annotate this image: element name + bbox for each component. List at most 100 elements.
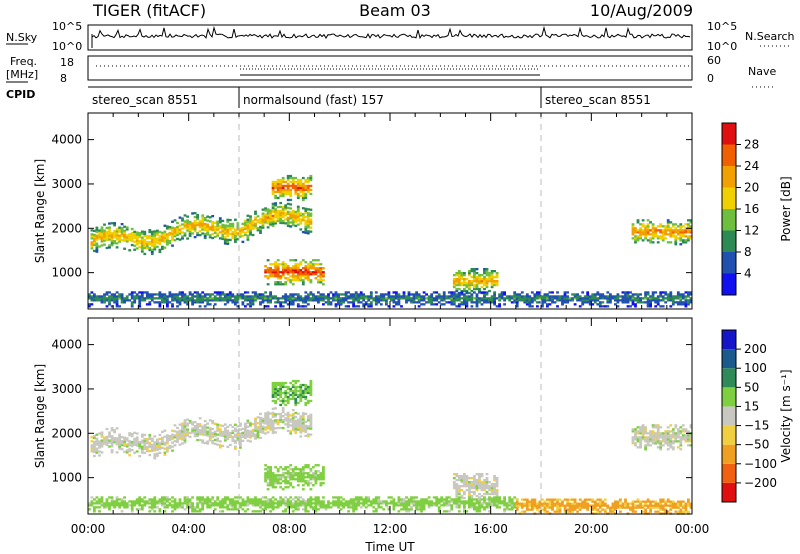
heatmap-cell xyxy=(206,225,210,228)
heatmap-cell xyxy=(452,299,456,302)
heatmap-cell xyxy=(301,498,305,501)
heatmap-cell xyxy=(646,440,650,443)
heatmap-cell xyxy=(115,443,119,446)
heatmap-cell xyxy=(681,301,685,304)
heatmap-cell xyxy=(296,219,300,222)
heatmap-cell xyxy=(271,389,275,393)
heatmap-cell xyxy=(314,482,318,485)
heatmap-cell xyxy=(634,428,637,431)
heatmap-cell xyxy=(347,500,350,503)
heatmap-cell xyxy=(181,504,184,507)
heatmap-cell xyxy=(191,502,194,505)
heatmap-cell xyxy=(241,508,245,511)
heatmap-cell xyxy=(176,436,179,440)
heatmap-cell xyxy=(503,508,506,511)
heatmap-cell xyxy=(156,297,159,300)
heatmap-cell xyxy=(301,389,305,393)
heatmap-cell xyxy=(98,432,101,435)
heatmap-cell xyxy=(218,299,222,302)
heatmap-cell xyxy=(452,483,456,486)
heatmap-cell xyxy=(639,502,642,505)
heatmap-cell xyxy=(470,268,474,271)
heatmap-cell xyxy=(251,502,255,505)
heatmap-cell xyxy=(269,291,272,294)
heatmap-cell xyxy=(641,428,645,431)
heatmap-cell xyxy=(480,285,484,289)
heatmap-cell xyxy=(601,297,605,300)
heatmap-cell xyxy=(480,487,484,490)
heatmap-cell xyxy=(304,196,308,200)
heatmap-cell xyxy=(291,297,295,300)
heatmap-cell xyxy=(296,263,300,266)
heatmap-cell xyxy=(500,500,504,503)
heatmap-cell xyxy=(306,303,310,306)
heatmap-cell xyxy=(206,504,210,507)
heatmap-cell xyxy=(661,432,665,435)
heatmap-cell xyxy=(296,209,300,212)
heatmap-cell xyxy=(548,506,552,509)
heatmap-cell xyxy=(636,506,640,509)
heatmap-cell xyxy=(493,504,496,507)
heatmap-cell xyxy=(465,301,469,304)
heatmap-cell xyxy=(171,244,174,247)
heatmap-cell xyxy=(218,227,222,230)
heatmap-cell xyxy=(166,504,169,507)
heatmap-cell xyxy=(578,297,582,300)
heatmap-cell xyxy=(100,433,104,436)
heatmap-cell xyxy=(301,188,305,192)
heatmap-cell xyxy=(606,295,610,298)
heatmap-cell xyxy=(281,418,285,422)
heatmap-cell xyxy=(646,504,650,507)
heatmap-cell xyxy=(661,305,665,308)
heatmap-cell xyxy=(274,180,277,184)
heatmap-cell xyxy=(271,224,275,227)
heatmap-cell xyxy=(455,289,459,293)
heatmap-cell xyxy=(183,427,187,430)
heatmap-cell xyxy=(679,299,683,302)
heatmap-cell xyxy=(163,224,167,227)
heatmap-cell xyxy=(150,498,154,501)
heatmap-cell xyxy=(143,240,147,244)
heatmap-cell xyxy=(291,472,295,475)
heatmap-cell xyxy=(294,504,298,507)
heatmap-cell xyxy=(166,299,169,302)
heatmap-cell xyxy=(301,182,305,186)
heatmap-cell xyxy=(593,506,597,509)
heatmap-cell xyxy=(306,389,310,393)
heatmap-cell xyxy=(493,299,496,302)
heatmap-cell xyxy=(478,301,481,304)
heatmap-cell xyxy=(684,231,688,234)
heatmap-cell xyxy=(140,246,144,249)
heatmap-cell xyxy=(249,424,252,427)
heatmap-cell xyxy=(661,297,665,300)
heatmap-cell xyxy=(158,447,162,450)
heatmap-cell xyxy=(490,485,494,488)
heatmap-cell xyxy=(276,504,280,507)
heatmap-cell xyxy=(103,235,106,238)
heatmap-cell xyxy=(636,500,640,503)
heatmap-cell xyxy=(203,236,207,240)
heatmap-cell xyxy=(666,500,670,503)
heatmap-cell xyxy=(591,295,595,298)
heatmap-cell xyxy=(679,502,683,505)
heatmap-cell xyxy=(367,305,371,308)
heatmap-cell xyxy=(256,295,260,298)
heatmap-cell xyxy=(269,293,272,296)
heatmap-cell xyxy=(181,219,184,222)
heatmap-cell xyxy=(322,295,325,298)
heatmap-cell xyxy=(596,291,600,294)
heatmap-cell xyxy=(115,504,119,507)
heatmap-cell xyxy=(410,500,413,503)
heatmap-cell xyxy=(203,500,207,503)
heatmap-cell xyxy=(284,502,288,505)
heatmap-cell xyxy=(216,234,220,237)
cpid-segment-label: stereo_scan 8551 xyxy=(545,93,651,107)
heatmap-cell xyxy=(274,506,277,509)
heatmap-cell xyxy=(676,301,680,304)
heatmap-cell xyxy=(289,502,293,505)
heatmap-cell xyxy=(546,303,549,306)
heatmap-cell xyxy=(359,502,363,505)
heatmap-cell xyxy=(148,229,152,232)
heatmap-cell xyxy=(296,271,300,274)
